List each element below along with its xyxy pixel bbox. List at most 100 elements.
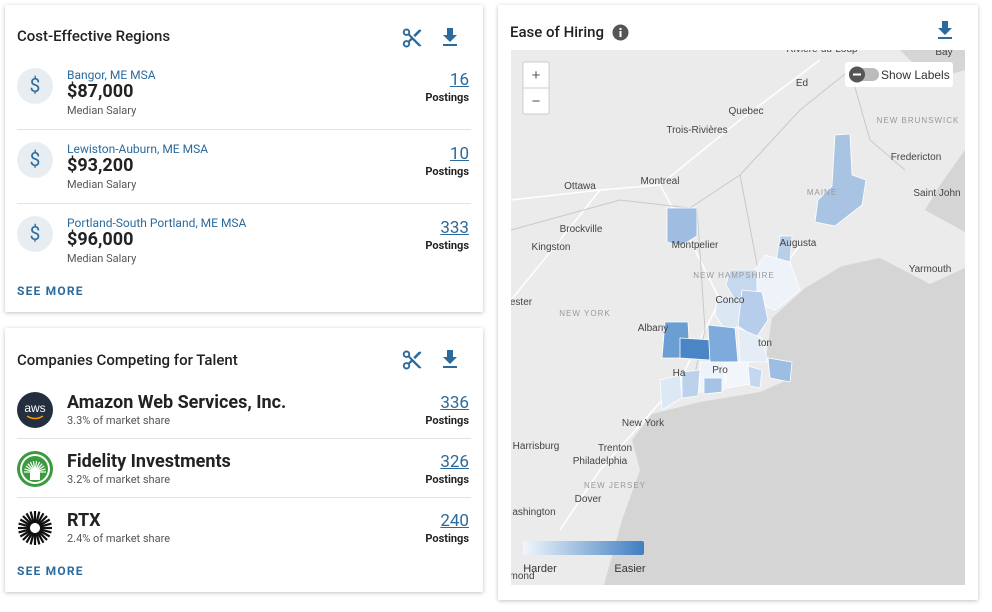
- company-logo: aws: [17, 392, 53, 428]
- hiring-card: Ease of Hiring: [498, 5, 978, 600]
- map-label: Brockville: [560, 224, 603, 235]
- map-label: ester: [511, 297, 533, 308]
- map-label: NEW BRUNSWICK: [877, 116, 960, 125]
- market-share: 3.3% of market share: [67, 414, 171, 427]
- companies-card: Companies Competing for Talent aws Amazon…: [5, 328, 483, 592]
- map-label: NEW HAMPSHIRE: [693, 271, 774, 280]
- legend-high: Easier: [614, 563, 646, 575]
- separator: [17, 497, 471, 498]
- logo-ray: [35, 532, 41, 545]
- postings-label: Postings: [425, 473, 469, 486]
- salary-label: Median Salary: [67, 252, 137, 265]
- see-more[interactable]: SEE MORE: [17, 284, 84, 298]
- map-label: Fredericton: [891, 152, 942, 163]
- separator: [17, 438, 471, 439]
- logo-ray: [37, 515, 48, 526]
- map-label: Conco: [716, 295, 745, 306]
- logo-ray: [25, 531, 34, 544]
- logo-ray: [29, 532, 35, 545]
- logo-ray: [39, 522, 52, 528]
- postings-link[interactable]: 10: [449, 144, 469, 164]
- map-label: NEW YORK: [559, 309, 610, 318]
- map-label: ashington: [512, 507, 555, 518]
- postings-link[interactable]: 240: [440, 511, 469, 531]
- logo-ray: [29, 511, 35, 524]
- map-label: Ottawa: [564, 181, 596, 192]
- salary-label: Median Salary: [67, 178, 137, 191]
- logo-ray: [39, 528, 52, 534]
- map-label: Pro: [712, 365, 728, 376]
- download-icon[interactable]: [441, 349, 459, 369]
- map-label: MAINE: [807, 188, 837, 197]
- company-name: Fidelity Investments: [67, 451, 231, 472]
- download-icon[interactable]: [441, 27, 459, 47]
- scissors-icon[interactable]: [401, 27, 423, 49]
- map-label: NEW JERSEY: [584, 481, 646, 490]
- postings-label: Postings: [425, 165, 469, 178]
- region-link[interactable]: Bangor, ME MSA: [67, 68, 156, 82]
- logo-text: aws: [24, 401, 45, 415]
- logo-ray: [18, 528, 31, 534]
- logo-ray: [22, 515, 33, 526]
- separator: [17, 129, 471, 130]
- logo-base: [30, 472, 40, 480]
- dollar-icon: $: [17, 216, 53, 252]
- dollar-icon: $: [17, 142, 53, 178]
- region-link[interactable]: Portland-South Portland, ME MSA: [67, 216, 247, 230]
- logo-ray: [36, 531, 45, 544]
- logo-ray: [38, 518, 51, 527]
- company-name: Amazon Web Services, Inc.: [67, 392, 287, 413]
- map-label: Augusta: [780, 238, 817, 249]
- map-label: mond: [511, 571, 535, 582]
- map-label: Yarmouth: [909, 264, 952, 275]
- salary: $93,200: [67, 155, 134, 176]
- map-label: Saint John: [913, 188, 960, 199]
- logo-ray: [25, 512, 34, 525]
- logo-ray: [18, 522, 31, 528]
- logo-ray: [37, 530, 48, 541]
- separator: [17, 203, 471, 204]
- legend-low: Harder: [523, 563, 557, 575]
- company-name: RTX: [67, 510, 101, 531]
- map[interactable]: Bay Rivière-du-Loup Ed Quebec NEW BRUNSWICK T…: [511, 50, 965, 585]
- cost-card: Cost-Effective Regions $ Bangor, ME MSA $8…: [5, 5, 483, 312]
- map-label: Albany: [638, 323, 669, 334]
- postings-link[interactable]: 16: [449, 70, 469, 90]
- map-label: Trenton: [598, 443, 632, 454]
- map-label: ton: [758, 338, 772, 349]
- region-link[interactable]: Lewiston-Auburn, ME MSA: [67, 142, 209, 156]
- postings-label: Postings: [425, 532, 469, 545]
- map-label: Ed: [796, 78, 808, 89]
- logo-smile: [26, 415, 44, 420]
- download-icon[interactable]: [936, 20, 954, 40]
- company-logo: [17, 451, 53, 487]
- postings-label: Postings: [425, 239, 469, 252]
- zoom-in[interactable]: +: [532, 67, 541, 84]
- logo-ray: [19, 518, 32, 527]
- map-label: Ha: [673, 368, 686, 379]
- postings-link[interactable]: 326: [440, 452, 469, 472]
- map-label: New York: [622, 418, 665, 429]
- map-label: Montreal: [641, 176, 680, 187]
- logo-bg: [17, 392, 53, 428]
- company-logo: [18, 511, 52, 545]
- postings-link[interactable]: 333: [440, 218, 469, 238]
- postings-link[interactable]: 336: [440, 393, 469, 413]
- map-label: Quebec: [728, 106, 763, 117]
- scissors-icon[interactable]: [401, 349, 423, 371]
- card-title: Ease of Hiring: [510, 23, 605, 41]
- logo-ray: [38, 529, 51, 538]
- info-icon[interactable]: [612, 24, 629, 41]
- logo-ray: [36, 512, 45, 525]
- legend-gradient: [523, 541, 644, 555]
- map-label: Rivière-du-Loup: [786, 50, 858, 55]
- postings-label: Postings: [425, 91, 469, 104]
- map-label: Philadelphia: [573, 456, 628, 467]
- card-title: Cost-Effective Regions: [17, 27, 171, 45]
- map-label: Dover: [575, 494, 602, 505]
- see-more[interactable]: SEE MORE: [17, 564, 84, 578]
- market-share: 2.4% of market share: [67, 532, 171, 545]
- salary: $96,000: [67, 229, 134, 250]
- zoom-out[interactable]: −: [532, 93, 541, 110]
